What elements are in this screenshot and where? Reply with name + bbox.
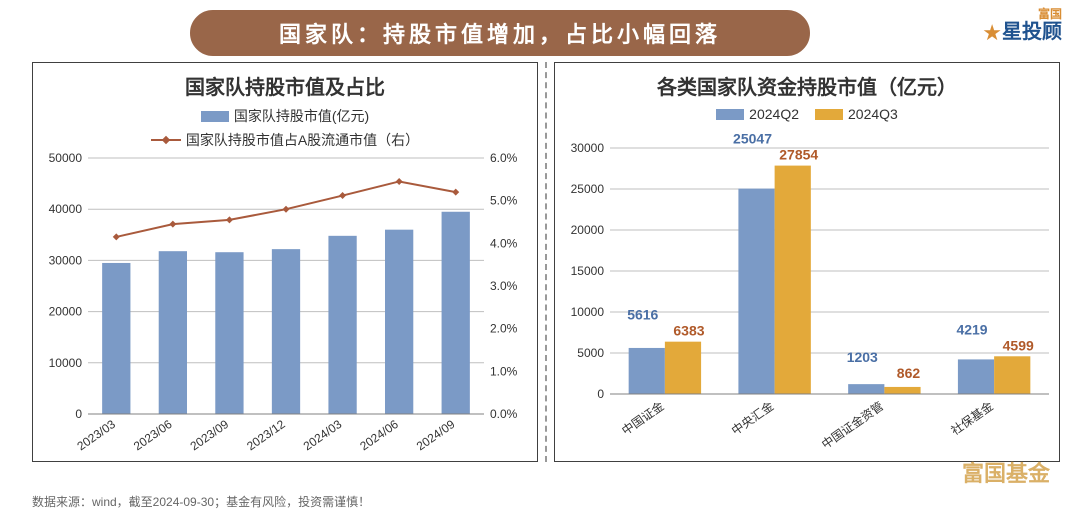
right-legend: 2024Q2 2024Q3 [555, 104, 1059, 124]
left-chart-panel: 国家队持股市值及占比 国家队持股市值(亿元) 国家队持股市值占A股流通市值（右）… [32, 62, 538, 462]
svg-text:0.0%: 0.0% [490, 407, 518, 421]
svg-text:5.0%: 5.0% [490, 194, 518, 208]
svg-text:1.0%: 1.0% [490, 364, 518, 378]
svg-text:2023/06: 2023/06 [131, 417, 175, 454]
svg-text:2024/03: 2024/03 [301, 417, 345, 454]
svg-text:社保基金: 社保基金 [948, 398, 996, 438]
legend-q3: 2024Q3 [815, 106, 898, 122]
watermark-text: 富国基金 [962, 456, 1050, 488]
svg-text:中央汇金: 中央汇金 [728, 398, 776, 438]
svg-text:4219: 4219 [956, 321, 987, 337]
svg-text:6383: 6383 [673, 323, 704, 339]
brand-logo: 富国 ★星投顾 [982, 8, 1062, 45]
page-title: 国家队：持股市值增加，占比小幅回落 [190, 10, 810, 56]
svg-text:4599: 4599 [1003, 337, 1034, 353]
legend-bar-swatch [201, 111, 229, 122]
svg-text:0: 0 [75, 407, 82, 421]
svg-text:3.0%: 3.0% [490, 279, 518, 293]
svg-text:2023/03: 2023/03 [74, 417, 118, 454]
svg-text:20000: 20000 [49, 305, 83, 319]
legend-q2: 2024Q2 [716, 106, 799, 122]
svg-text:2024/09: 2024/09 [414, 417, 458, 454]
svg-text:15000: 15000 [571, 264, 605, 278]
svg-text:30000: 30000 [571, 141, 605, 155]
legend-q2-label: 2024Q2 [749, 106, 799, 122]
svg-text:10000: 10000 [571, 305, 605, 319]
legend-q2-swatch [716, 109, 744, 120]
svg-text:2023/09: 2023/09 [188, 417, 232, 454]
svg-text:中国证金: 中国证金 [619, 398, 667, 438]
footnote-text: 数据来源：wind，截至2024-09-30；基金有风险，投资需谨慎！ [32, 493, 370, 510]
legend-line-label: 国家队持股市值占A股流通市值（右） [186, 130, 419, 150]
left-chart-title: 国家队持股市值及占比 [33, 63, 537, 104]
svg-text:20000: 20000 [571, 223, 605, 237]
svg-text:中国证金资管: 中国证金资管 [819, 398, 887, 452]
legend-line-swatch [151, 139, 181, 141]
legend-line: 国家队持股市值占A股流通市值（右） [151, 130, 419, 150]
right-chart-svg: 0 5000 10000 15000 20000 25000 30000 5616 6383 中国… [555, 124, 1061, 462]
svg-text:10000: 10000 [49, 356, 83, 370]
svg-text:5000: 5000 [577, 346, 604, 360]
legend-bar: 国家队持股市值(亿元) [201, 106, 369, 126]
panel-divider [545, 62, 547, 462]
svg-text:6.0%: 6.0% [490, 152, 518, 165]
legend-q3-swatch [815, 109, 843, 120]
legend-q3-label: 2024Q3 [848, 106, 898, 122]
svg-text:40000: 40000 [49, 202, 83, 216]
left-legend-2: 国家队持股市值占A股流通市值（右） [33, 128, 537, 152]
svg-text:25000: 25000 [571, 182, 605, 196]
left-chart-svg: 0 10000 20000 30000 40000 50000 0.0% 1.0% 2.0% 3.… [33, 152, 539, 470]
svg-text:4.0%: 4.0% [490, 236, 518, 250]
svg-text:862: 862 [897, 365, 921, 381]
svg-text:0: 0 [597, 387, 604, 401]
svg-text:2023/12: 2023/12 [244, 417, 288, 454]
svg-text:5616: 5616 [627, 307, 658, 323]
svg-text:25047: 25047 [733, 131, 772, 147]
logo-line2: 星投顾 [1002, 21, 1062, 43]
svg-text:27854: 27854 [779, 147, 818, 163]
right-chart-title: 各类国家队资金持股市值（亿元） [555, 63, 1059, 104]
legend-bar-label: 国家队持股市值(亿元) [234, 106, 369, 126]
svg-text:30000: 30000 [49, 253, 83, 267]
svg-text:50000: 50000 [49, 152, 83, 165]
svg-text:2.0%: 2.0% [490, 322, 518, 336]
star-icon: ★ [982, 20, 1002, 45]
svg-text:1203: 1203 [847, 349, 878, 365]
right-chart-panel: 各类国家队资金持股市值（亿元） 2024Q2 2024Q3 0 5000 10000… [554, 62, 1060, 462]
svg-text:2024/06: 2024/06 [357, 417, 401, 454]
left-legend: 国家队持股市值(亿元) [33, 104, 537, 128]
